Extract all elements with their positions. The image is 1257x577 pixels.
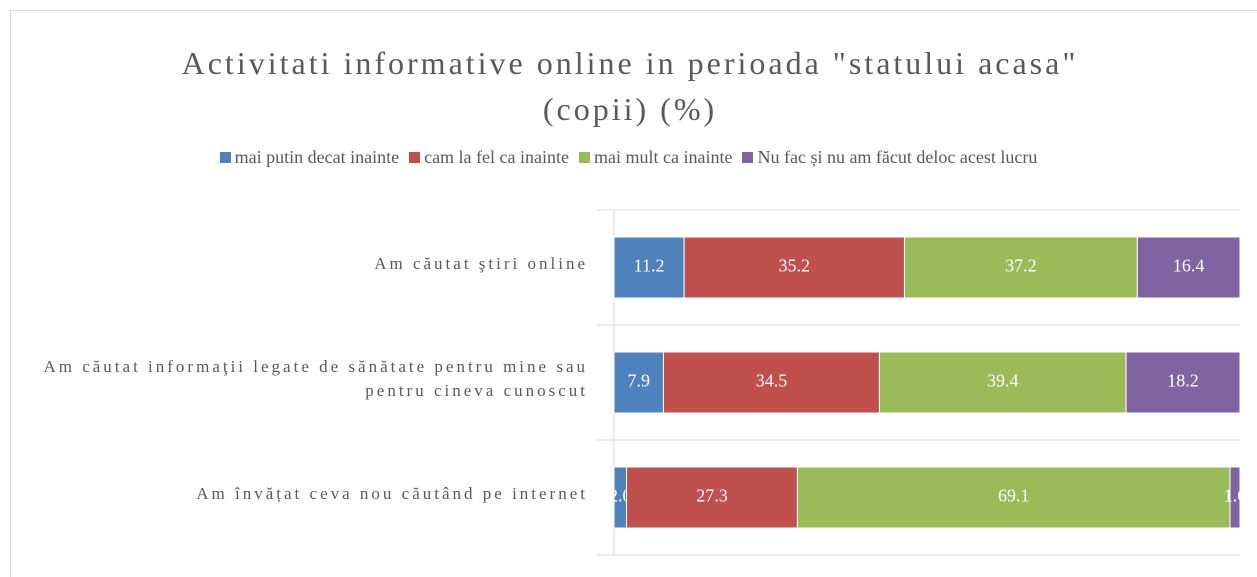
data-label: 2.0	[609, 486, 632, 506]
bar-segment	[662, 351, 880, 414]
bar-segment	[903, 236, 1138, 299]
bar-segment	[683, 236, 905, 299]
frame	[10, 10, 1257, 577]
category-label: Am căutat ştiri online	[374, 253, 588, 273]
data-label: 1.6	[1224, 486, 1247, 506]
legend-swatch	[742, 152, 754, 163]
bar-segment	[1125, 351, 1241, 414]
legend: mai putin decat inainte cam la fel ca ina…	[0, 147, 1257, 168]
chart-title: Activitati informative online in perioad…	[181, 45, 1079, 127]
bar-segment	[613, 351, 664, 414]
data-label: 16.4	[1173, 256, 1205, 276]
data-label: 11.2	[634, 256, 665, 276]
bar-segment	[626, 466, 798, 529]
data-label: 37.2	[1005, 256, 1037, 276]
legend-swatch	[219, 152, 231, 163]
data-label: 7.9	[627, 371, 650, 391]
bar-segment	[1229, 466, 1241, 529]
legend-item: Nu fac și nu am făcut deloc acest lucru	[742, 147, 1037, 168]
category-label: Am învățat ceva nou căutând pe internet	[196, 483, 588, 503]
data-label: 35.2	[779, 256, 811, 276]
legend-label: cam la fel ca inainte	[424, 147, 569, 167]
data-label: 27.3	[696, 486, 728, 506]
data-label: 18.2	[1167, 371, 1199, 391]
data-label: 69.1	[998, 486, 1030, 506]
bar-segment	[796, 466, 1231, 529]
legend-label: Nu fac și nu am făcut deloc acest lucru	[757, 147, 1038, 167]
data-label: 34.5	[756, 371, 788, 391]
legend-swatch	[579, 152, 590, 163]
data-label: 39.4	[987, 371, 1019, 391]
bar-segment	[878, 351, 1127, 414]
legend-item: cam la fel ca inainte	[409, 147, 569, 168]
bar-segment	[1136, 236, 1241, 299]
legend-item: mai putin decat inainte	[219, 147, 400, 168]
legend-label: mai mult ca inainte	[594, 147, 733, 167]
legend-item: mai mult ca inainte	[579, 147, 732, 168]
legend-swatch	[409, 152, 421, 163]
category-label: Am căutat informaţii legate de sănătate …	[43, 356, 588, 400]
legend-label: mai putin decat inainte	[234, 147, 400, 167]
